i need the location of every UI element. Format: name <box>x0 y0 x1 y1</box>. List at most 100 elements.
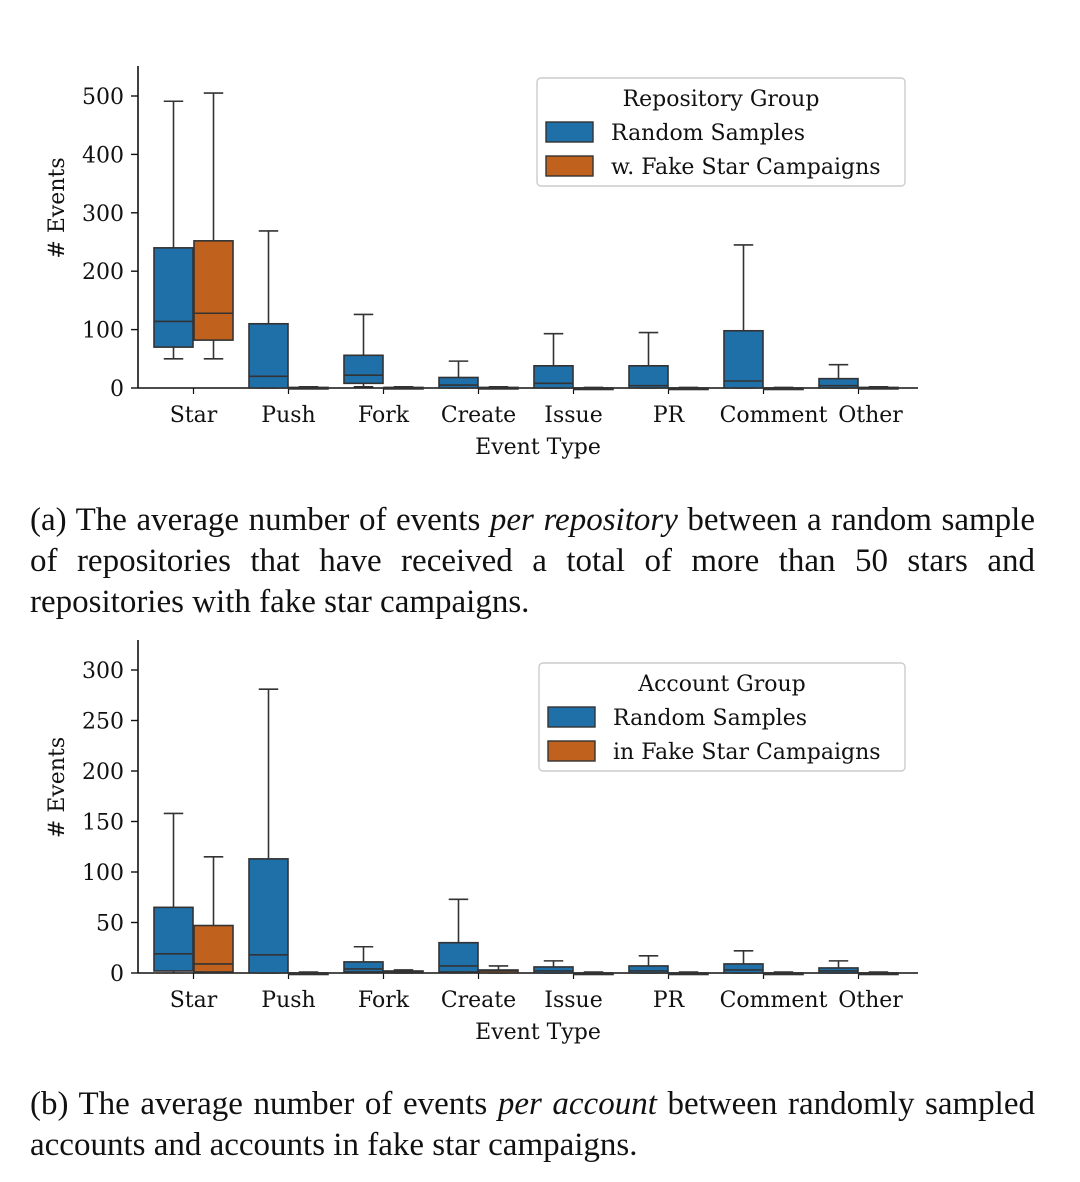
x-tick-label: PR <box>653 988 686 1013</box>
legend: Account Group Random Samples in Fake Star … <box>538 662 906 772</box>
y-tick-label: 200 <box>82 760 124 785</box>
legend-entry: in Fake Star Campaigns <box>613 740 881 765</box>
box-other-fake <box>858 971 899 976</box>
caption-a-emphasis: per repository <box>489 502 678 538</box>
x-axis-title: Event Type <box>475 1020 601 1045</box>
box-fork-random <box>343 313 384 388</box>
box-other-random <box>818 363 859 389</box>
y-axis-title: # Events <box>45 157 70 258</box>
box-fork-fake <box>383 969 424 974</box>
x-tick-label: Fork <box>358 403 410 428</box>
box-iqr <box>533 365 574 389</box>
legend-swatch <box>545 155 594 177</box>
box-iqr <box>438 941 479 973</box>
x-axis-title: Event Type <box>475 435 601 460</box>
box-create-random <box>438 898 479 974</box>
x-tick-label: Other <box>838 988 903 1013</box>
x-tick-label: PR <box>653 403 686 428</box>
caption-a: (a) The average number of events per rep… <box>30 500 1035 623</box>
box-iqr <box>628 365 669 389</box>
plot-area: 0 50 100 150 200 250 300 # Events Star Push Fork Cr… <box>45 640 918 1045</box>
legend-swatch <box>547 740 596 762</box>
x-tick-label: Other <box>838 403 903 428</box>
box-iqr <box>193 924 234 973</box>
box-iqr <box>723 963 764 974</box>
box-fork-fake <box>383 386 424 390</box>
plot-area: 0 100 200 300 400 500 # Events Star Push Fork Crea… <box>45 66 918 460</box>
box-other-random <box>818 960 859 974</box>
y-tick-label: 0 <box>110 377 124 402</box>
caption-a-prefix: (a) The average number of events <box>30 502 490 538</box>
box-push-fake <box>288 386 329 390</box>
y-tick-label: 0 <box>110 962 124 987</box>
caption-b: (b) The average number of events per acc… <box>30 1084 1035 1166</box>
y-tick-label: 250 <box>82 710 124 735</box>
y-tick-label: 50 <box>96 912 124 937</box>
y-tick-label: 100 <box>82 319 124 344</box>
legend-entry: w. Fake Star Campaigns <box>611 155 881 180</box>
x-tick-label: Comment <box>720 403 828 428</box>
y-tick-label: 300 <box>82 659 124 684</box>
box-iqr <box>438 376 479 389</box>
x-tick-label: Comment <box>720 988 828 1013</box>
box-iqr <box>343 354 384 385</box>
x-tick-label: Create <box>441 403 516 428</box>
box-create-fake <box>478 965 519 974</box>
box-push-random <box>248 230 289 389</box>
legend-entry: Random Samples <box>611 121 805 146</box>
x-tick-label: Star <box>170 988 218 1013</box>
y-tick-label: 200 <box>82 260 124 285</box>
box-comment-random <box>723 244 764 389</box>
legend-swatch <box>547 706 596 728</box>
legend-title: Repository Group <box>623 87 820 112</box>
box-issue-fake <box>573 971 614 976</box>
y-tick-label: 400 <box>82 143 124 168</box>
legend-swatch <box>545 121 594 143</box>
box-iqr <box>533 966 574 974</box>
legend: Repository Group Random Samples w. Fake St… <box>536 77 906 187</box>
box-comment-fake <box>763 971 804 976</box>
legend-frame <box>536 77 906 187</box>
y-tick-label: 150 <box>82 811 124 836</box>
box-iqr <box>343 961 384 973</box>
box-iqr <box>248 858 289 974</box>
x-tick-label: Issue <box>544 403 602 428</box>
y-tick-label: 500 <box>82 85 124 110</box>
box-create-fake <box>478 386 519 390</box>
box-star-fake <box>193 92 234 360</box>
box-star-random <box>153 100 194 360</box>
box-iqr <box>818 377 859 389</box>
box-pr-random <box>628 955 669 974</box>
box-pr-fake <box>668 386 709 391</box>
box-iqr <box>723 329 764 389</box>
x-tick-label: Push <box>261 988 315 1013</box>
box-iqr <box>193 240 234 341</box>
box-comment-random <box>723 949 764 974</box>
caption-b-emphasis: per account <box>497 1086 657 1122</box>
box-push-random <box>248 688 289 974</box>
x-tick-label: Issue <box>544 988 602 1013</box>
x-tick-label: Star <box>170 403 218 428</box>
caption-b-suffix: between randomly sampled accounts and ac… <box>30 1086 1035 1163</box>
box-pr-fake <box>668 971 709 976</box>
box-comment-fake <box>763 386 804 391</box>
box-iqr <box>248 322 289 389</box>
box-iqr <box>153 906 194 972</box>
chart-b-account-events: 0 50 100 150 200 250 300 # Events Star Push Fork Cr… <box>45 640 918 1045</box>
box-issue-random <box>533 332 574 389</box>
box-star-random <box>153 812 194 974</box>
box-fork-random <box>343 945 384 974</box>
x-tick-label: Create <box>441 988 516 1013</box>
y-axis-title: # Events <box>45 737 70 838</box>
y-tick-label: 300 <box>82 202 124 227</box>
box-create-random <box>438 360 479 389</box>
caption-b-prefix: (b) The average number of events <box>30 1086 498 1122</box>
legend-title: Account Group <box>637 672 806 697</box>
chart-a-repository-events: 0 100 200 300 400 500 # Events Star Push Fork Crea… <box>45 66 918 460</box>
box-iqr <box>153 247 194 348</box>
box-push-fake <box>288 971 329 976</box>
box-iqr <box>628 965 669 974</box>
box-star-fake <box>193 856 234 974</box>
x-tick-label: Push <box>261 403 315 428</box>
box-issue-random <box>533 960 574 974</box>
